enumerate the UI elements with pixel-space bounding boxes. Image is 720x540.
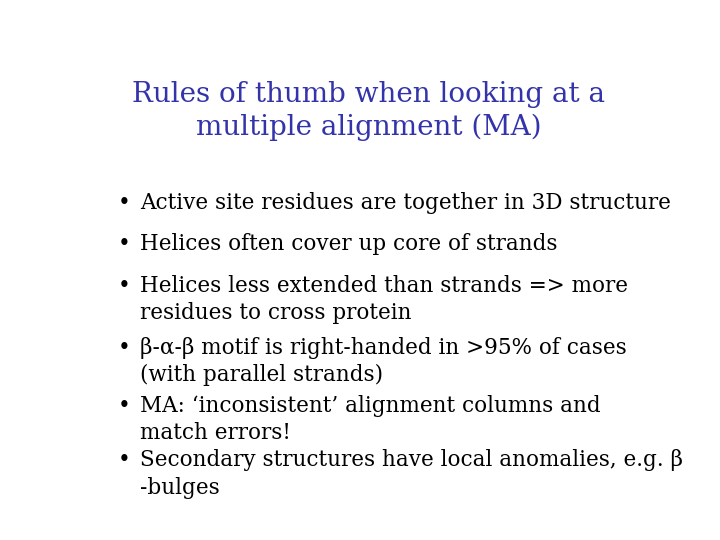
Text: •: • (118, 449, 130, 471)
Text: Helices often cover up core of strands: Helices often cover up core of strands (140, 233, 558, 255)
Text: Secondary structures have local anomalies, e.g. β
-bulges: Secondary structures have local anomalie… (140, 449, 683, 498)
Text: MA: ‘inconsistent’ alignment columns and
match errors!: MA: ‘inconsistent’ alignment columns and… (140, 395, 601, 444)
Text: •: • (118, 395, 130, 417)
Text: •: • (118, 192, 130, 214)
Text: β-α-β motif is right-handed in >95% of cases
(with parallel strands): β-α-β motif is right-handed in >95% of c… (140, 337, 627, 387)
Text: •: • (118, 275, 130, 297)
Text: •: • (118, 233, 130, 255)
Text: •: • (118, 337, 130, 359)
Text: Rules of thumb when looking at a
multiple alignment (MA): Rules of thumb when looking at a multipl… (132, 82, 606, 141)
Text: Active site residues are together in 3D structure: Active site residues are together in 3D … (140, 192, 671, 214)
Text: Helices less extended than strands => more
residues to cross protein: Helices less extended than strands => mo… (140, 275, 629, 324)
